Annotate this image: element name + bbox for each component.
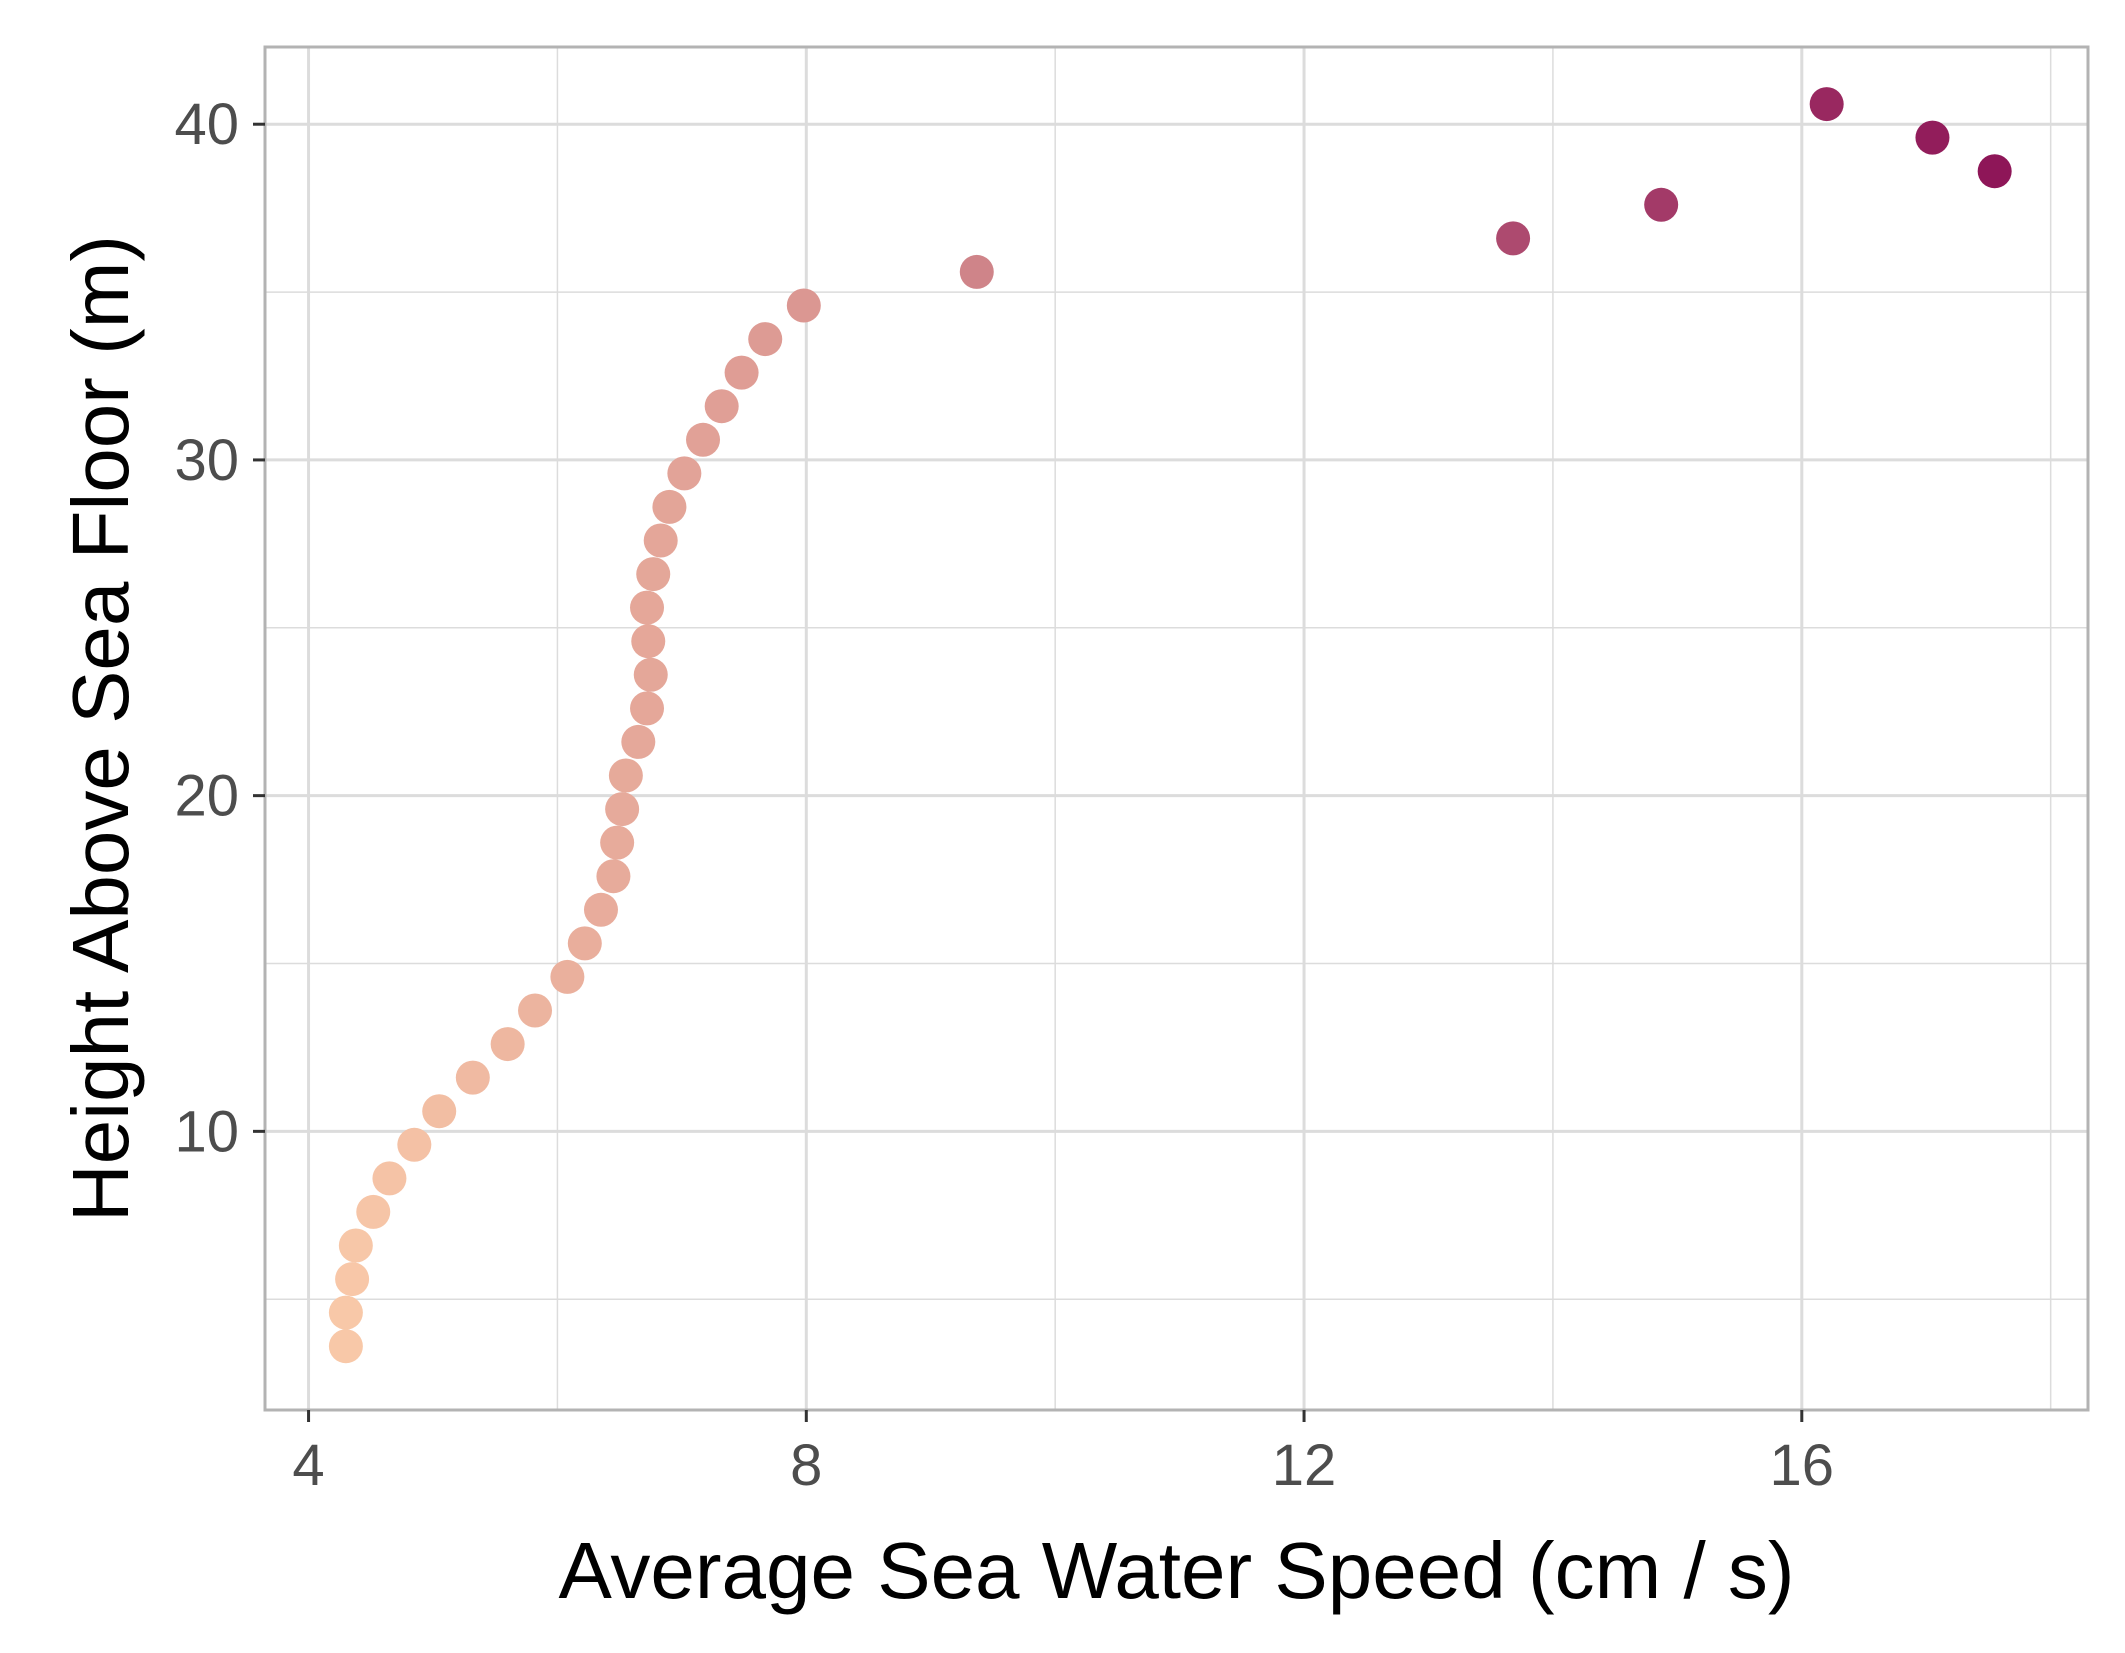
data-point [621,724,656,759]
x-axis-title: Average Sea Water Speed (cm / s) [558,1526,1794,1615]
y-axis-title: Height Above Sea Floor (m) [56,235,145,1222]
data-point [667,456,702,491]
data-point [518,993,553,1028]
y-tick-label: 40 [174,92,239,157]
data-point [1915,120,1950,155]
y-tick-label: 20 [174,764,239,829]
axis-ticks [253,122,1804,1422]
data-point [786,288,821,323]
data-point [748,322,783,357]
data-points [328,87,2012,1364]
major-gridlines [265,47,2088,1410]
x-tick-label: 4 [292,1433,324,1498]
data-point [600,825,635,860]
data-point [1644,187,1679,222]
data-point [455,1060,490,1095]
data-point [959,254,994,289]
data-point [397,1127,432,1162]
panel-border [263,45,2090,1412]
data-point [636,557,671,592]
data-point [633,657,668,692]
data-point [338,1228,373,1263]
data-point [652,489,687,524]
data-point [643,523,678,558]
data-point [605,792,640,827]
data-point [422,1094,457,1129]
data-point [583,892,618,927]
data-point [724,355,759,390]
x-tick-labels: 4 8 12 16 [292,1433,1834,1498]
data-point [1809,87,1844,122]
data-point [630,691,665,726]
data-point [328,1295,363,1330]
x-tick-label: 8 [790,1433,822,1498]
data-point [550,959,585,994]
data-point [1496,221,1531,256]
data-point [372,1161,407,1196]
data-point [567,926,602,961]
y-tick-labels: 10 20 30 40 [174,92,239,1164]
data-point [596,859,631,894]
x-tick-label: 16 [1770,1433,1835,1498]
data-point [490,1027,525,1062]
data-point [328,1329,363,1364]
data-point [631,624,666,659]
y-tick-label: 30 [174,428,239,493]
data-point [686,422,721,457]
data-point [335,1262,370,1297]
data-point [356,1194,391,1229]
x-tick-label: 12 [1272,1433,1337,1498]
data-point [630,590,665,625]
data-point [608,758,643,793]
data-point [1977,154,2012,189]
data-point [704,389,739,424]
y-tick-label: 10 [174,1099,239,1164]
